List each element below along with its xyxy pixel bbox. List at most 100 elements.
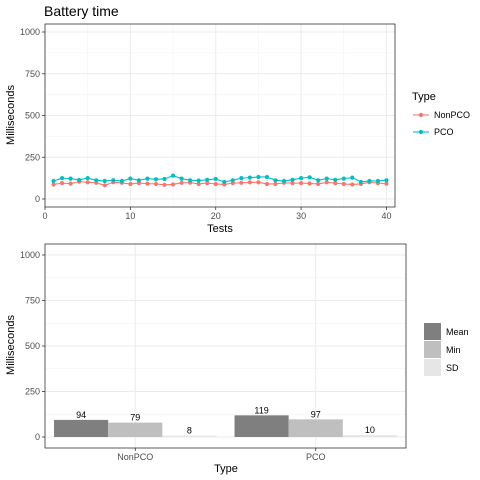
data-point — [51, 182, 56, 187]
bar-value-label: 94 — [76, 410, 86, 420]
bar-value-label: 10 — [365, 425, 375, 435]
data-point — [350, 175, 355, 180]
legend-key-point — [418, 112, 424, 118]
bar-sd-nonpco — [162, 435, 217, 437]
x-tick-label: 0 — [42, 211, 47, 221]
data-point — [59, 176, 65, 181]
data-point — [85, 180, 90, 185]
data-point — [333, 181, 338, 186]
bar-min-nonpco — [108, 422, 163, 437]
data-point — [290, 181, 295, 186]
legend-label: PCO — [434, 127, 454, 137]
series-pco — [51, 173, 389, 185]
data-point — [119, 178, 124, 184]
data-point — [102, 178, 107, 184]
data-point — [273, 181, 278, 187]
bar-series-group — [54, 415, 397, 437]
y-tick-label: 250 — [25, 387, 40, 397]
line-y-ticks: 0 250 500 750 1000 — [20, 27, 45, 204]
y-tick-label: 0 — [35, 432, 40, 442]
legend-label: NonPCO — [434, 110, 470, 120]
x-tick-label: PCO — [306, 452, 326, 462]
data-point — [145, 176, 150, 181]
data-point — [230, 178, 235, 183]
x-tick-label: 40 — [381, 211, 391, 221]
data-point — [358, 179, 363, 185]
series-line — [53, 175, 387, 183]
bar-y-axis-title: Milliseconds — [5, 315, 17, 375]
legend-item-min: Min — [424, 341, 461, 358]
data-point — [153, 177, 159, 182]
bar-value-label: 119 — [254, 405, 268, 415]
legend-key-point — [418, 129, 424, 135]
x-tick-label: 10 — [125, 211, 135, 221]
bar-x-axis-title: Type — [214, 463, 238, 475]
data-point — [333, 177, 338, 182]
data-point — [247, 175, 252, 180]
bar-value-label: 79 — [130, 413, 140, 423]
bar-legend-items: Mean Min SD — [424, 323, 469, 376]
line-x-axis-title: Tests — [207, 223, 233, 235]
legend-label: Min — [446, 345, 461, 355]
data-point — [205, 181, 210, 186]
data-point — [264, 174, 270, 180]
data-point — [196, 178, 201, 183]
data-point — [316, 178, 321, 183]
legend-label: Mean — [446, 327, 469, 337]
legend-item-mean: Mean — [424, 323, 469, 340]
bar-value-label: 8 — [187, 426, 192, 436]
data-point — [196, 181, 201, 187]
legend-item-nonpco: NonPCO — [413, 110, 470, 120]
data-point — [145, 181, 150, 186]
legend-item-sd: SD — [424, 359, 459, 376]
data-point — [111, 178, 116, 183]
data-point — [307, 175, 312, 180]
data-point — [170, 182, 176, 187]
data-point — [85, 176, 90, 181]
data-point — [264, 181, 270, 187]
y-tick-label: 0 — [35, 194, 40, 204]
data-point — [273, 178, 278, 183]
x-tick-label: 30 — [296, 211, 306, 221]
line-legend: Type NonPCO PCO — [412, 91, 470, 137]
data-point — [170, 173, 176, 178]
data-point — [239, 176, 244, 181]
y-tick-label: 750 — [25, 296, 40, 306]
data-point — [341, 176, 346, 181]
data-point — [384, 181, 389, 186]
data-point — [128, 176, 133, 181]
data-point — [367, 178, 372, 184]
y-tick-label: 250 — [25, 152, 40, 162]
line-y-axis-title: Milliseconds — [5, 85, 17, 145]
legend-key — [424, 341, 441, 358]
data-point — [59, 181, 65, 186]
x-tick-label: NonPCO — [117, 452, 153, 462]
data-point — [298, 176, 304, 181]
data-point — [290, 177, 295, 182]
bar-x-ticks: NonPCO PCO — [117, 448, 326, 462]
data-point — [256, 174, 261, 180]
data-point — [281, 178, 287, 184]
legend-key — [424, 359, 441, 376]
legend-label: SD — [446, 363, 459, 373]
data-point — [153, 181, 159, 187]
data-point — [179, 176, 184, 181]
bar-chart: 94 79 8 119 97 10 0 250 500 750 1000 NonPCO PCO Ty… — [5, 243, 469, 475]
data-point — [51, 178, 56, 184]
data-point — [324, 176, 329, 181]
data-point — [162, 176, 167, 182]
bar-y-ticks: 0 250 500 750 1000 — [20, 250, 45, 442]
data-point — [179, 180, 184, 185]
data-point — [239, 180, 244, 185]
line-chart-title: Battery time — [44, 3, 119, 19]
data-point — [350, 182, 355, 187]
data-point — [205, 177, 210, 182]
bar-value-label: 97 — [311, 409, 321, 419]
y-tick-label: 1000 — [20, 27, 40, 37]
data-point — [77, 177, 82, 183]
line-plot-grid — [44, 24, 395, 207]
legend-key — [424, 323, 441, 340]
series-line — [53, 181, 387, 186]
data-point — [68, 176, 73, 181]
